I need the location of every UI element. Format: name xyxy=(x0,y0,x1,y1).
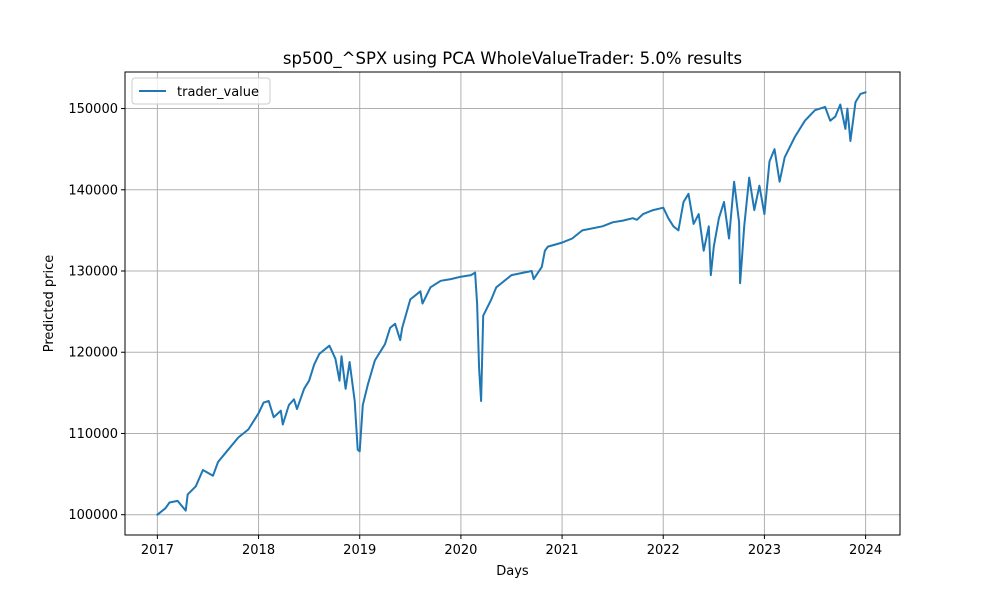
chart-title: sp500_^SPX using PCA WholeValueTrader: 5… xyxy=(283,49,742,69)
x-axis-ticks: 2017 2018 2019 2020 2021 2022 2023 2024 xyxy=(141,535,882,558)
series-line-trader-value xyxy=(156,91,867,516)
x-tick-label: 2019 xyxy=(343,543,376,558)
y-tick-label: 120000 xyxy=(68,346,118,361)
y-tick-label: 110000 xyxy=(68,427,118,442)
x-tick-label: 2018 xyxy=(242,543,275,558)
x-tick-label: 2022 xyxy=(647,543,680,558)
y-axis-label: Predicted price xyxy=(42,255,57,353)
y-tick-label: 130000 xyxy=(68,265,118,280)
y-tick-label: 140000 xyxy=(68,183,118,198)
x-tick-label: 2023 xyxy=(748,543,781,558)
series-layer xyxy=(156,91,867,516)
plot-area xyxy=(125,72,900,535)
axes-frame xyxy=(124,71,901,536)
legend-box xyxy=(131,77,271,105)
legend: trader_value xyxy=(131,77,271,105)
x-axis-label: Days xyxy=(496,564,529,579)
grid-lines xyxy=(125,72,900,535)
x-tick-label: 2024 xyxy=(849,543,882,558)
legend-label-trader-value: trader_value xyxy=(177,85,259,100)
x-tick-label: 2020 xyxy=(444,543,477,558)
x-tick-label: 2017 xyxy=(141,543,174,558)
y-tick-label: 150000 xyxy=(68,102,118,117)
y-axis-ticks: 100000 110000 120000 130000 140000 150000 xyxy=(68,102,125,523)
y-tick-label: 100000 xyxy=(68,508,118,523)
x-tick-label: 2021 xyxy=(546,543,579,558)
